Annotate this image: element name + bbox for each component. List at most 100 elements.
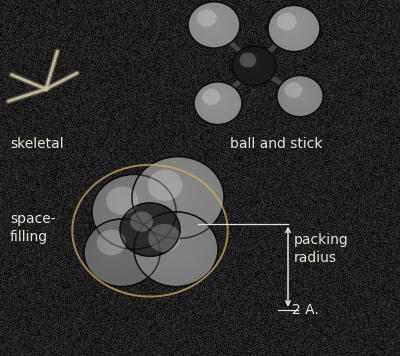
- Circle shape: [103, 236, 128, 258]
- Circle shape: [246, 58, 253, 65]
- Circle shape: [132, 157, 224, 239]
- Text: ball and stick: ball and stick: [230, 137, 322, 151]
- Circle shape: [96, 230, 140, 269]
- Circle shape: [92, 174, 176, 249]
- Circle shape: [274, 11, 309, 42]
- Circle shape: [95, 177, 172, 245]
- Circle shape: [283, 19, 296, 30]
- Circle shape: [155, 231, 183, 256]
- Circle shape: [200, 87, 232, 116]
- Circle shape: [121, 200, 128, 206]
- Circle shape: [191, 5, 234, 43]
- Circle shape: [203, 90, 227, 111]
- Circle shape: [84, 219, 160, 287]
- Circle shape: [146, 169, 200, 217]
- Circle shape: [129, 211, 164, 242]
- Circle shape: [198, 10, 224, 33]
- Circle shape: [134, 212, 218, 287]
- Circle shape: [131, 213, 161, 240]
- Circle shape: [105, 186, 154, 230]
- Circle shape: [210, 96, 214, 100]
- Circle shape: [118, 198, 132, 210]
- Circle shape: [240, 54, 262, 73]
- Circle shape: [148, 170, 183, 201]
- Circle shape: [113, 193, 141, 218]
- Circle shape: [279, 15, 301, 35]
- Circle shape: [197, 85, 237, 120]
- Circle shape: [277, 75, 323, 117]
- Circle shape: [286, 21, 290, 25]
- Circle shape: [134, 212, 218, 287]
- Circle shape: [133, 215, 158, 237]
- Circle shape: [120, 203, 180, 256]
- Circle shape: [98, 232, 136, 266]
- Circle shape: [201, 14, 218, 29]
- Circle shape: [240, 53, 256, 67]
- Circle shape: [203, 15, 216, 26]
- Circle shape: [232, 46, 276, 85]
- Circle shape: [150, 226, 192, 263]
- Circle shape: [108, 188, 150, 226]
- Circle shape: [147, 224, 196, 267]
- Circle shape: [142, 219, 205, 275]
- Circle shape: [286, 83, 309, 104]
- Circle shape: [268, 5, 320, 52]
- Circle shape: [92, 174, 176, 249]
- Circle shape: [100, 182, 163, 237]
- Circle shape: [126, 208, 171, 248]
- Circle shape: [199, 12, 221, 31]
- Circle shape: [270, 7, 317, 49]
- Circle shape: [155, 177, 186, 204]
- Circle shape: [160, 235, 174, 248]
- Circle shape: [105, 238, 124, 255]
- Circle shape: [273, 10, 312, 44]
- Circle shape: [194, 7, 229, 38]
- Circle shape: [239, 52, 264, 75]
- Circle shape: [194, 82, 242, 125]
- Circle shape: [110, 191, 145, 222]
- Circle shape: [288, 86, 304, 100]
- Circle shape: [236, 50, 269, 79]
- Circle shape: [144, 167, 205, 221]
- Circle shape: [235, 49, 272, 82]
- Circle shape: [291, 88, 299, 95]
- Circle shape: [132, 157, 224, 239]
- Circle shape: [271, 8, 314, 47]
- Circle shape: [196, 83, 240, 122]
- Circle shape: [188, 2, 240, 48]
- Circle shape: [124, 206, 174, 251]
- Circle shape: [108, 240, 120, 251]
- Circle shape: [190, 3, 237, 46]
- Circle shape: [97, 179, 167, 241]
- Circle shape: [198, 86, 234, 118]
- Circle shape: [152, 228, 187, 259]
- Circle shape: [282, 81, 314, 108]
- Text: skeletal: skeletal: [10, 137, 64, 151]
- Circle shape: [293, 90, 297, 93]
- Circle shape: [208, 94, 220, 105]
- Circle shape: [284, 20, 293, 27]
- Circle shape: [163, 237, 170, 244]
- Circle shape: [84, 219, 160, 287]
- Circle shape: [277, 75, 323, 117]
- Circle shape: [120, 203, 180, 256]
- Circle shape: [130, 211, 153, 232]
- Circle shape: [242, 55, 260, 71]
- Circle shape: [122, 205, 177, 253]
- Circle shape: [202, 89, 220, 105]
- Circle shape: [137, 214, 214, 283]
- Circle shape: [141, 221, 146, 226]
- Circle shape: [188, 2, 240, 48]
- Circle shape: [278, 14, 304, 37]
- Circle shape: [206, 93, 222, 107]
- Circle shape: [206, 18, 210, 22]
- Circle shape: [247, 60, 251, 63]
- Circle shape: [244, 57, 255, 67]
- Circle shape: [110, 242, 116, 248]
- Circle shape: [238, 51, 267, 77]
- Circle shape: [290, 87, 302, 98]
- Circle shape: [135, 216, 155, 234]
- Circle shape: [116, 195, 137, 214]
- Circle shape: [204, 16, 213, 24]
- Circle shape: [152, 174, 190, 209]
